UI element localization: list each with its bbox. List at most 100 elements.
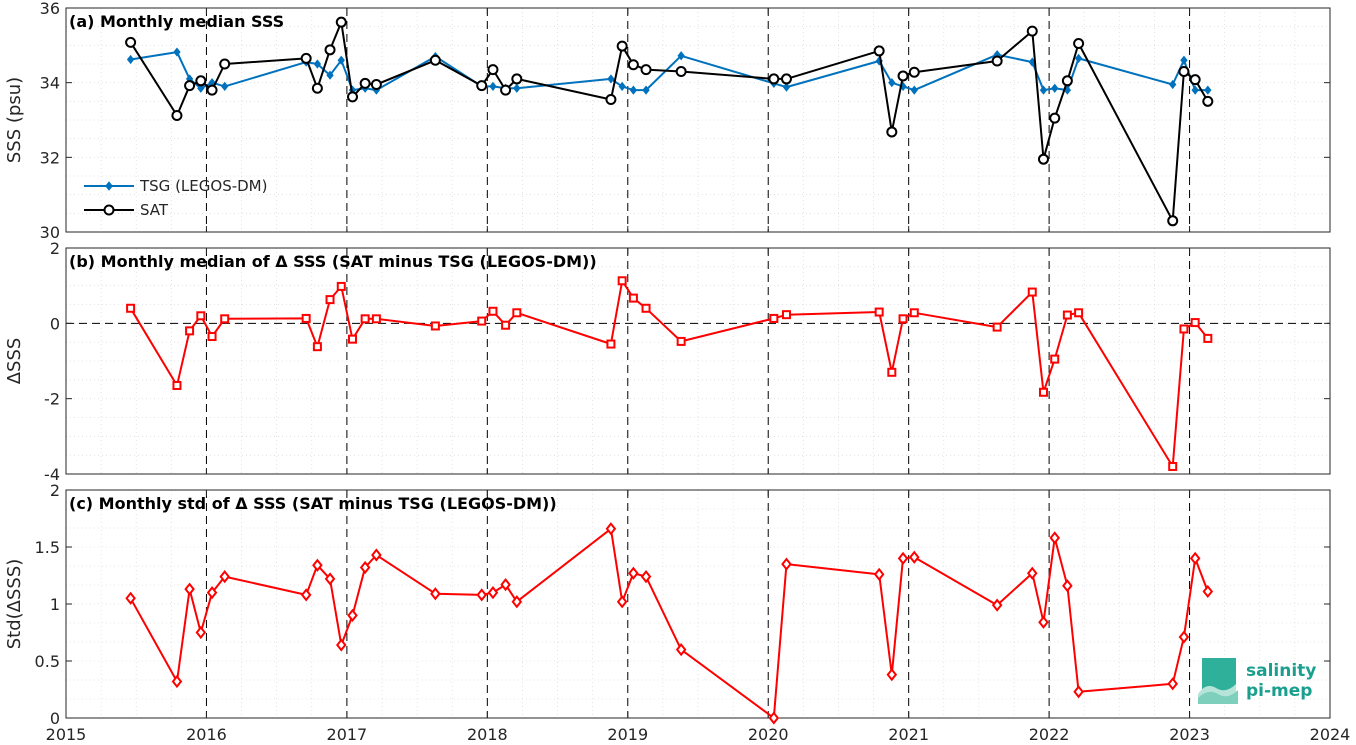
data-point <box>1189 74 1201 86</box>
data-point <box>618 81 626 92</box>
data-point <box>782 82 791 92</box>
panel-3: 0 0.5 1 1.5 2 2015 2016 2017 2018 2019 2020 2021 202… <box>4 481 1350 744</box>
legend-label-2: SAT <box>140 201 169 219</box>
data-point <box>336 281 346 291</box>
data-point <box>605 522 617 536</box>
data-point <box>1062 310 1072 320</box>
data-point <box>1191 85 1199 95</box>
data-point <box>1037 153 1049 165</box>
data-point <box>640 64 652 76</box>
data-point <box>125 36 137 48</box>
data-point <box>513 83 521 93</box>
data-point <box>1203 333 1213 343</box>
data-point <box>221 81 229 92</box>
y-tick-label: -4 <box>44 465 60 484</box>
data-point <box>171 674 183 689</box>
data-point <box>991 598 1003 612</box>
data-point <box>184 582 195 596</box>
data-point <box>370 79 382 91</box>
data-point <box>1204 85 1212 95</box>
data-point <box>371 314 381 324</box>
data-point <box>430 587 441 601</box>
data-point <box>326 70 334 80</box>
data-point <box>1027 287 1037 297</box>
axes-frame <box>65 247 1331 475</box>
data-point <box>477 316 487 326</box>
data-point <box>781 557 792 571</box>
data-point <box>511 595 523 609</box>
data-point <box>1169 79 1177 90</box>
data-point <box>300 52 312 64</box>
x-tick-label: 2022 <box>1029 725 1070 744</box>
data-point <box>1202 584 1214 599</box>
data-point <box>873 567 885 581</box>
data-point <box>1190 318 1200 328</box>
y-tick-label: 30 <box>40 223 60 242</box>
data-point <box>640 570 652 584</box>
data-point <box>1051 83 1059 93</box>
data-point <box>371 548 382 562</box>
data-point <box>1167 215 1179 227</box>
data-point <box>347 608 358 623</box>
data-point <box>335 638 347 652</box>
data-point <box>301 313 311 323</box>
data-point <box>126 54 135 65</box>
x-tick-label: 2019 <box>607 725 648 744</box>
y-tick-label: 2 <box>50 481 60 500</box>
x-tick-label: 2018 <box>467 725 508 744</box>
data-point <box>1168 461 1178 471</box>
data-point <box>1074 53 1083 64</box>
data-point <box>219 58 231 70</box>
data-point <box>324 572 336 586</box>
data-point <box>184 80 196 92</box>
legend-marker-1 <box>105 181 113 191</box>
data-point <box>125 591 136 605</box>
y-tick-label: 36 <box>40 0 60 18</box>
data-point <box>606 339 616 349</box>
data-point <box>1189 551 1201 566</box>
data-point <box>311 82 323 94</box>
legend: TSG (LEGOS-DM) SAT <box>84 177 267 219</box>
x-tick-label: 2021 <box>888 725 929 744</box>
y-axis-label: ΔSSS <box>4 338 25 385</box>
data-point <box>675 65 687 77</box>
wave-icon <box>1198 658 1238 704</box>
legend-marker-2 <box>103 204 115 216</box>
data-point <box>359 77 371 89</box>
data-point <box>324 44 336 56</box>
data-point <box>886 668 898 682</box>
data-point <box>500 84 512 96</box>
logo-line1: salinity <box>1246 661 1316 681</box>
data-point <box>781 310 791 320</box>
y-tick-label: 0.5 <box>35 652 60 671</box>
data-point <box>1039 85 1048 95</box>
data-point <box>1073 37 1085 49</box>
data-point <box>195 75 207 87</box>
data-point <box>359 560 371 575</box>
y-tick-label: 2 <box>50 239 60 258</box>
data-point <box>874 307 884 317</box>
data-point <box>196 311 206 321</box>
data-point <box>1026 25 1038 37</box>
data-point <box>1074 308 1084 318</box>
data-point <box>488 306 498 316</box>
data-point <box>627 59 639 71</box>
data-point <box>616 595 628 609</box>
panel-title: (b) Monthly median of Δ SSS (SAT minus T… <box>69 252 597 271</box>
data-point <box>511 73 523 85</box>
data-point <box>512 308 522 318</box>
x-tick-label: 2020 <box>748 725 789 744</box>
x-tick-label: 2023 <box>1169 725 1210 744</box>
data-point <box>325 295 335 305</box>
data-point <box>628 566 639 580</box>
data-point <box>642 85 650 95</box>
data-point <box>429 54 441 66</box>
data-point <box>313 59 322 69</box>
data-point <box>207 332 217 342</box>
data-point <box>206 84 218 96</box>
panel-title: (c) Monthly std of Δ SSS (SAT minus TSG … <box>69 494 557 513</box>
data-point <box>676 336 686 346</box>
data-point <box>1167 677 1178 691</box>
data-point <box>886 126 898 138</box>
